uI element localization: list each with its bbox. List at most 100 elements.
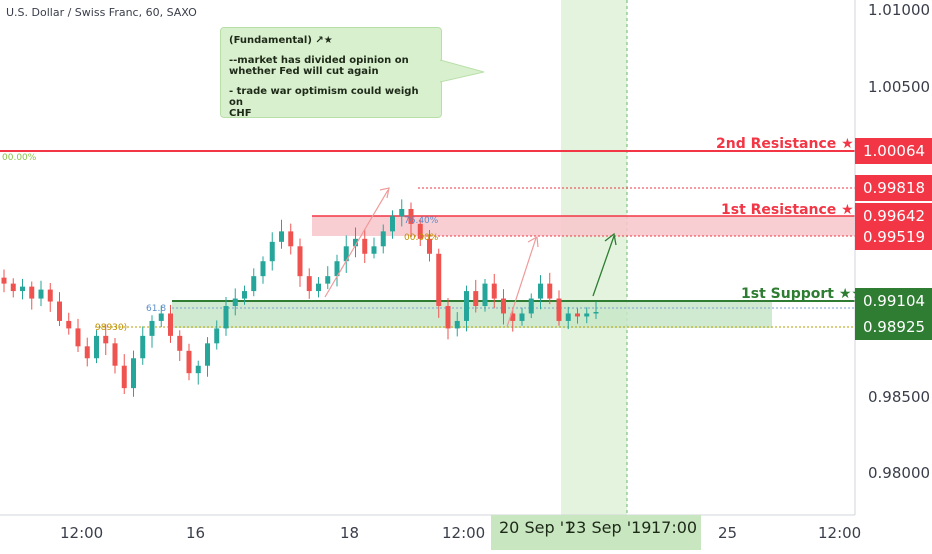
highlight-time: 17:00 xyxy=(651,518,698,537)
candle-body xyxy=(334,261,340,277)
candle-body xyxy=(103,335,109,344)
candle-body xyxy=(205,343,210,366)
candle-body xyxy=(399,208,405,217)
candle-body xyxy=(482,283,488,307)
candle-body xyxy=(131,358,136,389)
candle-body xyxy=(260,261,266,277)
highlight-date-right: 23 Sep '19 xyxy=(566,518,652,537)
candle-body xyxy=(454,320,460,329)
candle-body xyxy=(186,350,192,374)
candle-body xyxy=(473,291,479,307)
fib-label-zero-mid: 00.00% xyxy=(404,233,439,243)
first-resistance-high-price-tag: 0.99818 xyxy=(855,175,932,201)
candle-body xyxy=(371,246,377,254)
first-support-low-price-tag: 0.98925 xyxy=(855,314,932,340)
candle-body xyxy=(464,291,469,321)
candle-body xyxy=(251,276,257,292)
candle-body xyxy=(362,238,368,254)
candle-body xyxy=(279,231,284,242)
candle-body xyxy=(47,289,53,302)
resistance-zone xyxy=(312,216,855,236)
candle-body xyxy=(269,241,275,262)
candle-body xyxy=(177,335,183,351)
support-zone xyxy=(172,301,772,328)
candle-body xyxy=(288,231,294,247)
pattern-arrows xyxy=(324,187,539,328)
candle-body xyxy=(223,306,229,329)
first-resistance-price-tag: 0.99642 xyxy=(855,203,932,229)
candle-body xyxy=(75,328,81,347)
first-support-price-tag: 0.99104 xyxy=(855,288,932,314)
candle-body xyxy=(390,216,395,232)
price-tick: 0.98500 xyxy=(868,388,930,406)
candle-body xyxy=(10,283,16,292)
candle-body xyxy=(214,328,220,344)
first-support-label: 1st Support ★★ xyxy=(741,286,864,302)
candle-body xyxy=(343,246,349,262)
candle-body xyxy=(519,313,525,321)
candle-body xyxy=(436,253,442,307)
candle-body xyxy=(510,313,516,321)
candle-body xyxy=(94,335,99,359)
candle-body xyxy=(168,313,173,336)
note-pointer xyxy=(440,59,485,83)
candle-body xyxy=(306,276,312,292)
time-tick: 12:00 xyxy=(442,524,485,542)
candle-body xyxy=(29,286,35,299)
fib-label-zero-top: 00.00% xyxy=(2,153,37,163)
note-line-1: --market has divided opinion on whether … xyxy=(229,55,409,77)
first-resistance-low-price-tag: 0.99519 xyxy=(855,224,932,250)
note-line-2: - trade war optimism could weigh on CHF xyxy=(229,86,419,119)
candle-body xyxy=(38,289,44,299)
candle-body xyxy=(528,298,534,314)
price-tick: 0.98000 xyxy=(868,464,930,482)
candle-body xyxy=(1,277,7,284)
candle-body xyxy=(427,238,432,254)
candle-body xyxy=(149,320,155,336)
candle-body xyxy=(491,283,497,299)
fib-label-7640: 76.40% xyxy=(404,216,439,226)
time-tick: 12:00 xyxy=(60,524,103,542)
price-tick: 1.01000 xyxy=(868,1,930,19)
candle-body xyxy=(565,313,571,321)
candle-body xyxy=(575,313,580,317)
symbol-title: U.S. Dollar / Swiss Franc, 60, SAXO xyxy=(6,6,197,19)
candle-body xyxy=(556,298,562,321)
candle-body xyxy=(501,298,506,314)
time-tick: 25 xyxy=(718,524,737,542)
first-resistance-label: 1st Resistance ★★ xyxy=(721,202,867,218)
forecast-arrow xyxy=(592,232,617,297)
fib-label-low: 98930) xyxy=(95,323,127,333)
second-resistance-price-tag: 1.00064 xyxy=(855,138,932,164)
candle-body xyxy=(232,298,238,307)
candle-body xyxy=(121,365,127,389)
candle-body xyxy=(112,343,118,366)
time-tick: 18 xyxy=(340,524,359,542)
candle-body xyxy=(380,231,386,247)
candle-body xyxy=(140,335,146,359)
fib-label-618: 61.8 xyxy=(146,304,166,314)
time-axis-highlight xyxy=(491,515,701,550)
candle-body xyxy=(445,306,451,329)
candle-body xyxy=(325,276,331,284)
candle-body xyxy=(297,246,303,277)
candle-body xyxy=(66,320,72,329)
candle-body xyxy=(593,311,599,314)
time-tick: 12:00 xyxy=(818,524,861,542)
candle-body xyxy=(538,283,543,299)
fundamental-note[interactable]: (Fundamental) ↗★ --market has divided op… xyxy=(220,27,442,119)
highlight-date-left: 20 Sep '1 xyxy=(499,518,575,537)
candle-body xyxy=(584,313,590,317)
time-highlight-band xyxy=(561,0,627,515)
note-heading: (Fundamental) ↗★ xyxy=(229,35,333,46)
candle-body xyxy=(84,346,90,359)
candle-body xyxy=(547,283,553,299)
time-tick: 16 xyxy=(186,524,205,542)
candle-body xyxy=(57,301,62,321)
second-resistance-label: 2nd Resistance ★★ xyxy=(716,136,867,152)
candle-body xyxy=(316,283,321,292)
candle-body xyxy=(417,223,423,239)
price-tick: 1.00500 xyxy=(868,78,930,96)
